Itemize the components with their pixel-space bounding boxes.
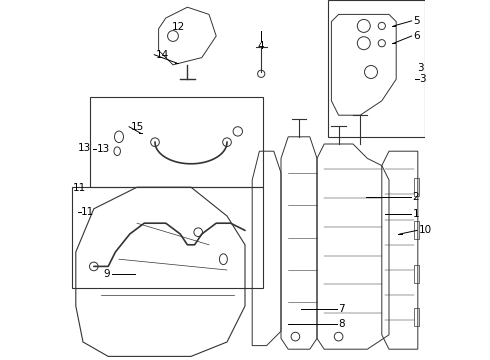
Text: 3: 3 <box>417 63 424 73</box>
Text: 2: 2 <box>413 192 419 202</box>
Text: 3: 3 <box>419 74 425 84</box>
Text: 12: 12 <box>172 22 185 32</box>
Bar <box>72 187 263 288</box>
Bar <box>414 308 418 326</box>
Text: 5: 5 <box>414 16 420 26</box>
Bar <box>414 265 418 283</box>
Text: 11: 11 <box>73 183 86 193</box>
Text: 8: 8 <box>339 319 345 329</box>
Text: 9: 9 <box>103 269 110 279</box>
Text: 11: 11 <box>81 207 95 217</box>
Text: 1: 1 <box>413 209 419 219</box>
Bar <box>414 178 418 196</box>
Text: 13: 13 <box>78 143 91 153</box>
Text: 4: 4 <box>258 41 265 51</box>
Text: 13: 13 <box>97 144 110 154</box>
Bar <box>414 221 418 239</box>
Text: 7: 7 <box>339 304 345 314</box>
Text: 15: 15 <box>131 122 144 132</box>
Text: 10: 10 <box>419 225 432 235</box>
Bar <box>90 97 263 187</box>
Text: 6: 6 <box>414 31 420 41</box>
Text: 14: 14 <box>156 50 170 60</box>
Bar <box>328 0 425 137</box>
